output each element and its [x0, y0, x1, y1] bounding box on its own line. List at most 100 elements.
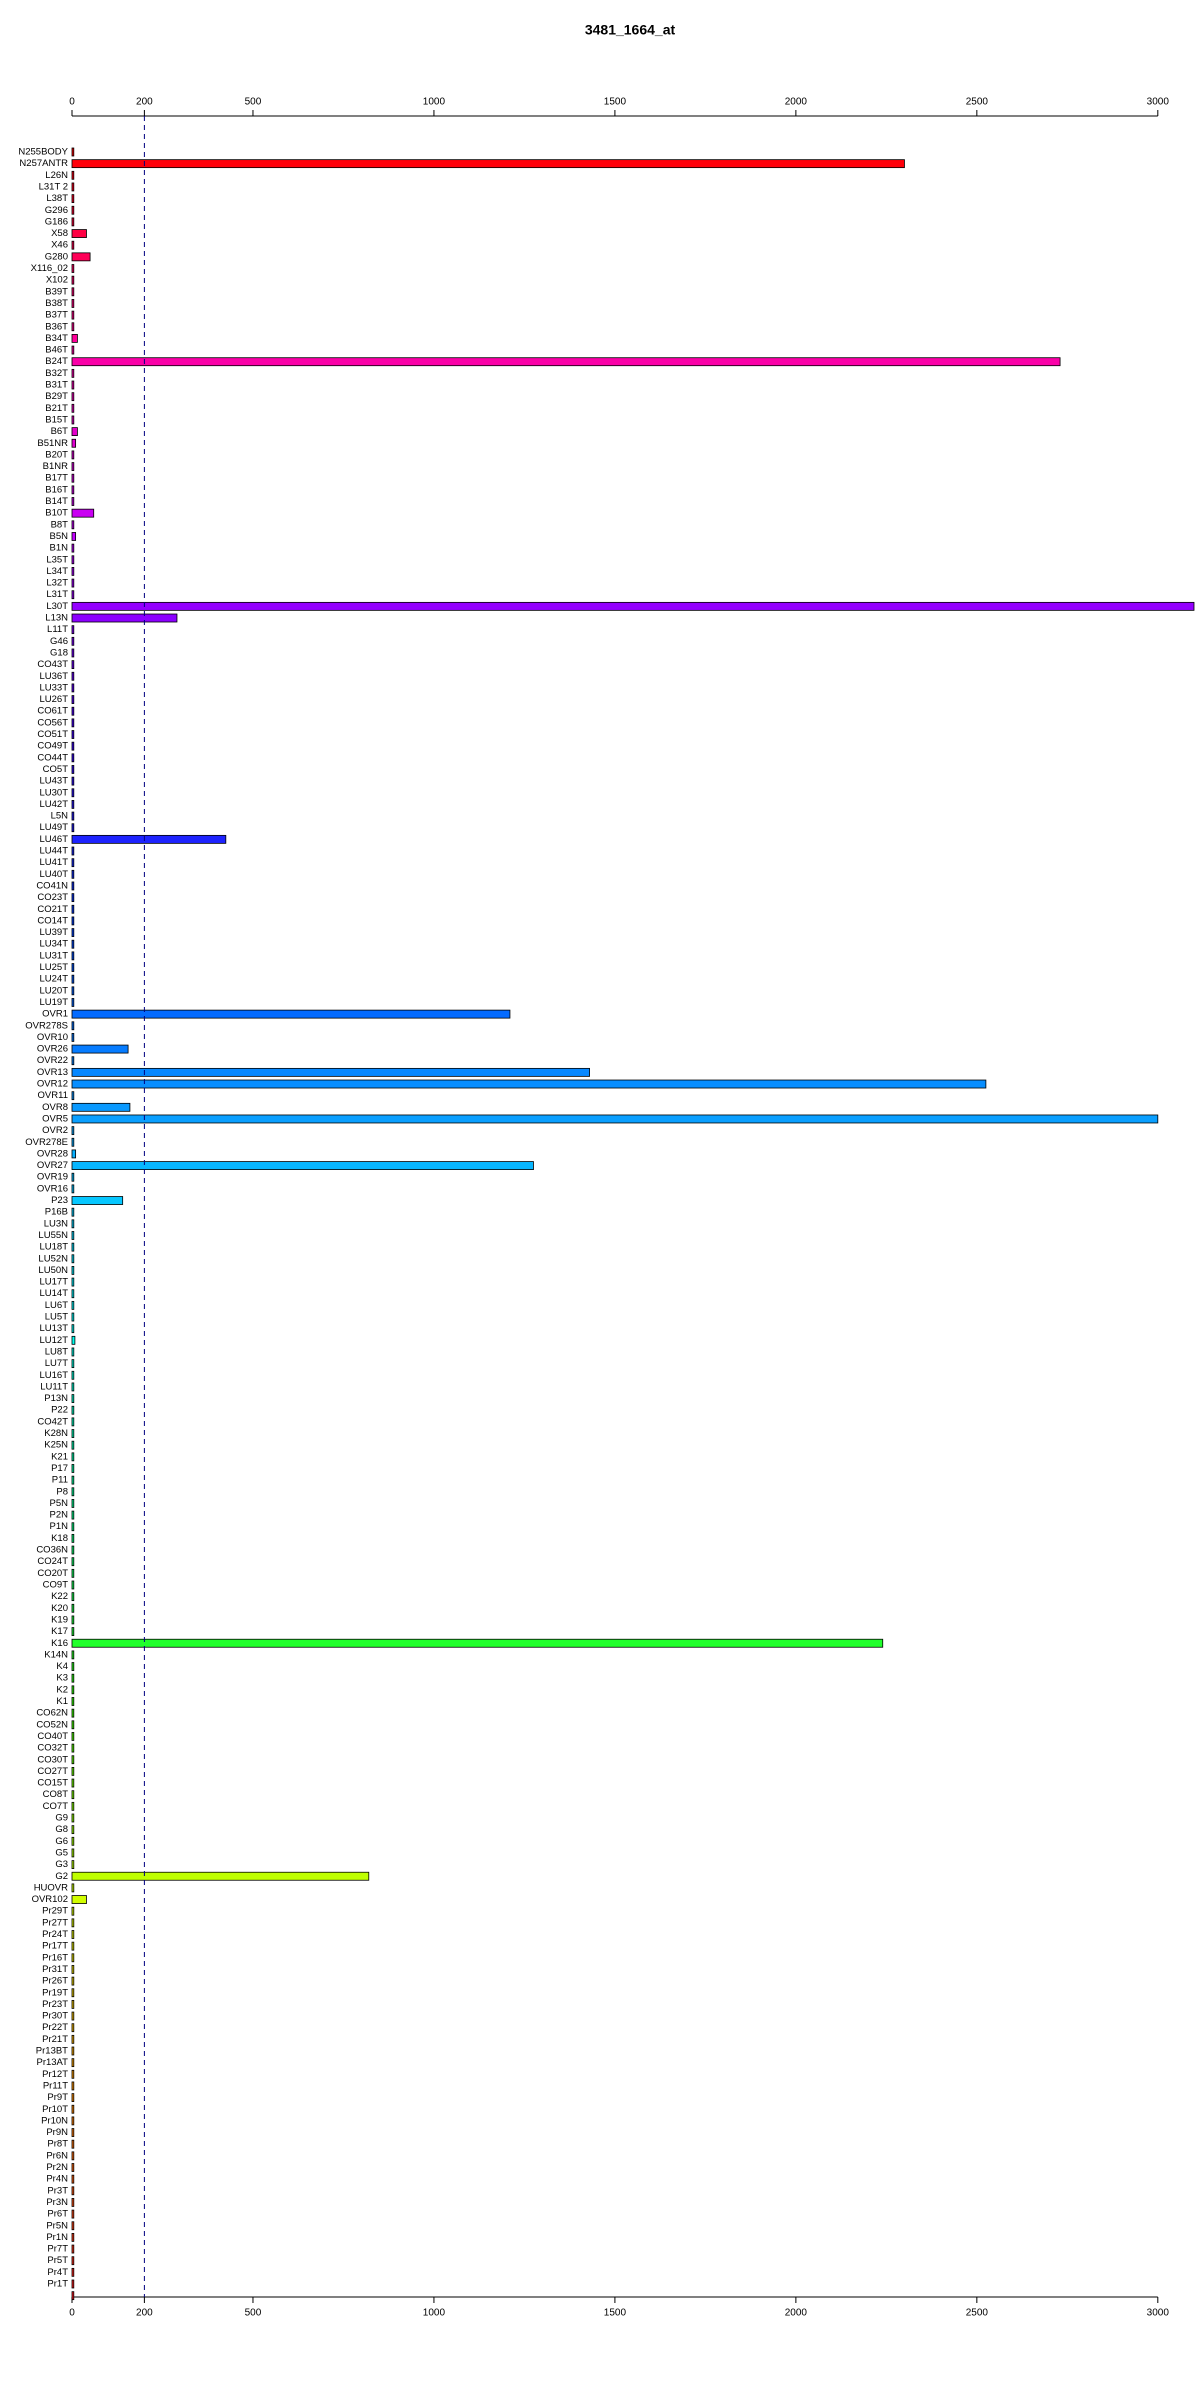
bar: [71, 1790, 75, 1800]
bar: [71, 567, 75, 576]
category-label: X58: [51, 228, 68, 239]
bar: [71, 2128, 75, 2137]
category-label: K14N: [44, 1649, 68, 1660]
bar: [71, 1172, 75, 1182]
category-label: Pr26T: [42, 1976, 68, 1987]
bar: [71, 1603, 75, 1613]
category-label: Pr2N: [46, 2162, 68, 2173]
category-label: CO62N: [36, 1708, 68, 1719]
category-label: OVR26: [37, 1044, 68, 1055]
category-label: K20: [51, 1603, 68, 1614]
bar: [71, 625, 75, 635]
category-label: K21: [51, 1451, 68, 1462]
bar: [71, 636, 75, 646]
bar: [71, 2244, 75, 2254]
category-label: CO43T: [37, 659, 68, 670]
category-label: LU17T: [39, 1277, 68, 1288]
bar: [71, 1953, 75, 1963]
category-label: LU26T: [39, 694, 68, 705]
bar: [71, 555, 75, 565]
bar: [71, 1988, 75, 1998]
category-label: OVR2: [42, 1125, 68, 1136]
bar: [71, 2023, 75, 2033]
category-label: LU20T: [39, 985, 68, 996]
category-label: L13N: [45, 613, 68, 624]
bar: [71, 485, 75, 495]
category-label: OVR278E: [25, 1137, 68, 1148]
bar: [71, 1720, 75, 1730]
bar: [71, 1102, 131, 1112]
bar: [71, 1417, 75, 1427]
category-label: B37T: [45, 310, 68, 321]
category-label: OVR16: [37, 1183, 68, 1194]
category-label: P17: [51, 1463, 68, 1474]
category-label: LU43T: [39, 776, 68, 787]
bar: [71, 1662, 75, 1671]
bar: [71, 2291, 75, 2301]
bar: [71, 1149, 77, 1159]
category-label: CO8T: [43, 1789, 69, 1800]
category-label: CO23T: [37, 892, 68, 903]
bar: [71, 858, 75, 868]
bar: [71, 543, 75, 553]
bar: [71, 2209, 75, 2219]
bar: [71, 1254, 75, 1264]
category-label: G18: [50, 647, 68, 658]
bar: [71, 1277, 75, 1287]
category-label: N255BODY: [18, 147, 68, 158]
bar: [71, 741, 75, 751]
category-label: L11T: [47, 624, 68, 635]
category-label: CO51T: [37, 729, 68, 740]
bottom-tick-label: 2500: [966, 2308, 989, 2319]
bar: [71, 1732, 75, 1741]
category-label: LU33T: [39, 682, 68, 693]
bar: [71, 1370, 75, 1380]
bar: [71, 823, 75, 833]
bar: [71, 170, 75, 180]
bar: [71, 252, 91, 262]
bar: [71, 1359, 75, 1369]
bar: [71, 1324, 75, 1334]
category-label: B6T: [51, 426, 69, 437]
bar: [71, 788, 75, 798]
category-label: P22: [51, 1405, 68, 1416]
bar: [71, 427, 78, 437]
top-tick-label: 2500: [966, 97, 989, 108]
bar: [71, 1009, 511, 1019]
bar: [71, 1487, 75, 1497]
bar: [71, 1266, 75, 1275]
category-label: LU39T: [39, 927, 68, 938]
category-label: LU25T: [39, 962, 68, 973]
category-label: P8: [56, 1486, 68, 1497]
category-label: Pr4N: [46, 2174, 68, 2185]
bar: [71, 334, 78, 343]
category-label: B34T: [45, 333, 68, 344]
bar: [71, 1300, 75, 1310]
bar: [71, 2139, 75, 2149]
category-label: Pr5T: [47, 2255, 68, 2266]
category-label: LU19T: [39, 997, 68, 1008]
category-label: LU18T: [39, 1242, 68, 1253]
category-label: K4: [56, 1661, 68, 1672]
category-label: CO5T: [43, 764, 69, 775]
category-label: G9: [55, 1813, 68, 1824]
category-label: Pr3N: [46, 2197, 68, 2208]
category-label: X116_02: [31, 263, 68, 274]
category-label: Pr4T: [47, 2267, 68, 2278]
bar: [71, 1126, 75, 1136]
bar: [71, 357, 1061, 367]
category-label: LU46T: [39, 834, 68, 845]
category-label: Pr17T: [42, 1941, 68, 1952]
bar: [71, 322, 75, 332]
category-label: K18: [51, 1533, 68, 1544]
bar: [71, 706, 75, 716]
category-label: K17: [51, 1626, 68, 1637]
category-label: LU16T: [39, 1370, 68, 1381]
bar: [71, 1475, 75, 1485]
bar: [71, 1871, 370, 1881]
bar: [71, 765, 75, 774]
category-label: Pr22T: [42, 2022, 68, 2033]
category-label: Pr21T: [42, 2034, 68, 2045]
category-label: G280: [45, 251, 68, 262]
